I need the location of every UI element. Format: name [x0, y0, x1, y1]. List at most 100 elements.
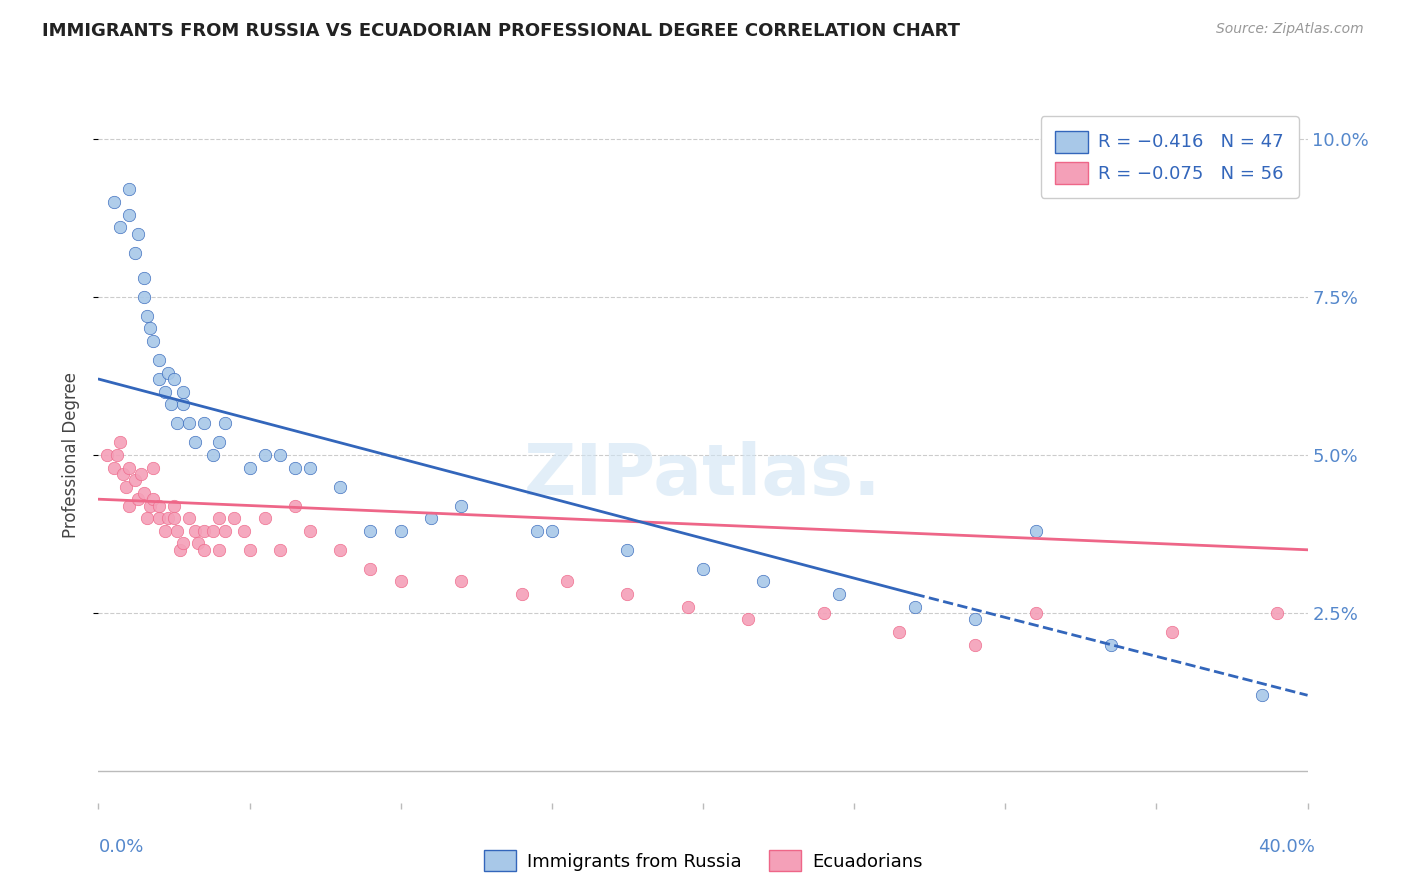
Point	[737, 612, 759, 626]
Point	[965, 638, 987, 652]
Point	[118, 208, 141, 222]
Legend: Immigrants from Russia, Ecuadorians: Immigrants from Russia, Ecuadorians	[477, 843, 929, 879]
Point	[329, 542, 352, 557]
Point	[360, 562, 382, 576]
Point	[156, 511, 179, 525]
Point	[224, 511, 246, 525]
Point	[193, 524, 215, 538]
Point	[239, 542, 262, 557]
Text: Source: ZipAtlas.com: Source: ZipAtlas.com	[1216, 22, 1364, 37]
Point	[105, 448, 128, 462]
Point	[193, 417, 215, 431]
Point	[208, 542, 231, 557]
Point	[187, 536, 209, 550]
Point	[889, 625, 911, 640]
Point	[284, 499, 307, 513]
Text: 40.0%: 40.0%	[1258, 838, 1315, 856]
Point	[904, 599, 927, 614]
Point	[153, 384, 176, 399]
Point	[214, 417, 236, 431]
Point	[135, 309, 157, 323]
Point	[269, 448, 291, 462]
Point	[166, 524, 188, 538]
Point	[752, 574, 775, 589]
Point	[239, 460, 262, 475]
Text: ZIPatlas.: ZIPatlas.	[524, 442, 882, 510]
Point	[163, 499, 186, 513]
Point	[828, 587, 851, 601]
Point	[526, 524, 548, 538]
Point	[103, 460, 125, 475]
Point	[132, 486, 155, 500]
Point	[148, 353, 170, 368]
Point	[269, 542, 291, 557]
Point	[124, 473, 146, 487]
Point	[965, 612, 987, 626]
Point	[555, 574, 578, 589]
Point	[135, 511, 157, 525]
Point	[160, 397, 183, 411]
Point	[420, 511, 443, 525]
Point	[360, 524, 382, 538]
Point	[1251, 688, 1274, 702]
Y-axis label: Professional Degree: Professional Degree	[62, 372, 80, 538]
Point	[193, 542, 215, 557]
Point	[163, 511, 186, 525]
Point	[118, 182, 141, 196]
Point	[184, 435, 207, 450]
Point	[169, 542, 191, 557]
Point	[179, 417, 201, 431]
Point	[108, 435, 131, 450]
Point	[253, 511, 276, 525]
Point	[450, 574, 472, 589]
Point	[1099, 638, 1122, 652]
Point	[214, 524, 236, 538]
Point	[540, 524, 562, 538]
Point	[124, 245, 146, 260]
Point	[127, 492, 149, 507]
Point	[103, 194, 125, 209]
Point	[153, 524, 176, 538]
Point	[232, 524, 254, 538]
Text: IMMIGRANTS FROM RUSSIA VS ECUADORIAN PROFESSIONAL DEGREE CORRELATION CHART: IMMIGRANTS FROM RUSSIA VS ECUADORIAN PRO…	[42, 22, 960, 40]
Point	[676, 599, 699, 614]
Point	[108, 220, 131, 235]
Legend: R = −0.416   N = 47, R = −0.075   N = 56: R = −0.416 N = 47, R = −0.075 N = 56	[1040, 116, 1299, 198]
Point	[1267, 606, 1289, 620]
Point	[139, 499, 162, 513]
Point	[148, 511, 170, 525]
Point	[118, 460, 141, 475]
Point	[114, 479, 136, 493]
Point	[202, 524, 225, 538]
Point	[299, 460, 322, 475]
Point	[129, 467, 152, 481]
Point	[1024, 606, 1046, 620]
Point	[616, 587, 638, 601]
Point	[389, 524, 412, 538]
Point	[616, 542, 638, 557]
Point	[96, 448, 118, 462]
Point	[172, 536, 194, 550]
Point	[179, 511, 201, 525]
Point	[329, 479, 352, 493]
Point	[118, 499, 141, 513]
Point	[284, 460, 307, 475]
Point	[299, 524, 322, 538]
Point	[253, 448, 276, 462]
Point	[148, 499, 170, 513]
Point	[132, 290, 155, 304]
Point	[127, 227, 149, 241]
Point	[208, 435, 231, 450]
Point	[142, 334, 165, 348]
Point	[813, 606, 835, 620]
Point	[1024, 524, 1046, 538]
Point	[510, 587, 533, 601]
Point	[142, 492, 165, 507]
Point	[389, 574, 412, 589]
Point	[202, 448, 225, 462]
Point	[172, 397, 194, 411]
Point	[156, 366, 179, 380]
Point	[166, 417, 188, 431]
Point	[692, 562, 714, 576]
Point	[208, 511, 231, 525]
